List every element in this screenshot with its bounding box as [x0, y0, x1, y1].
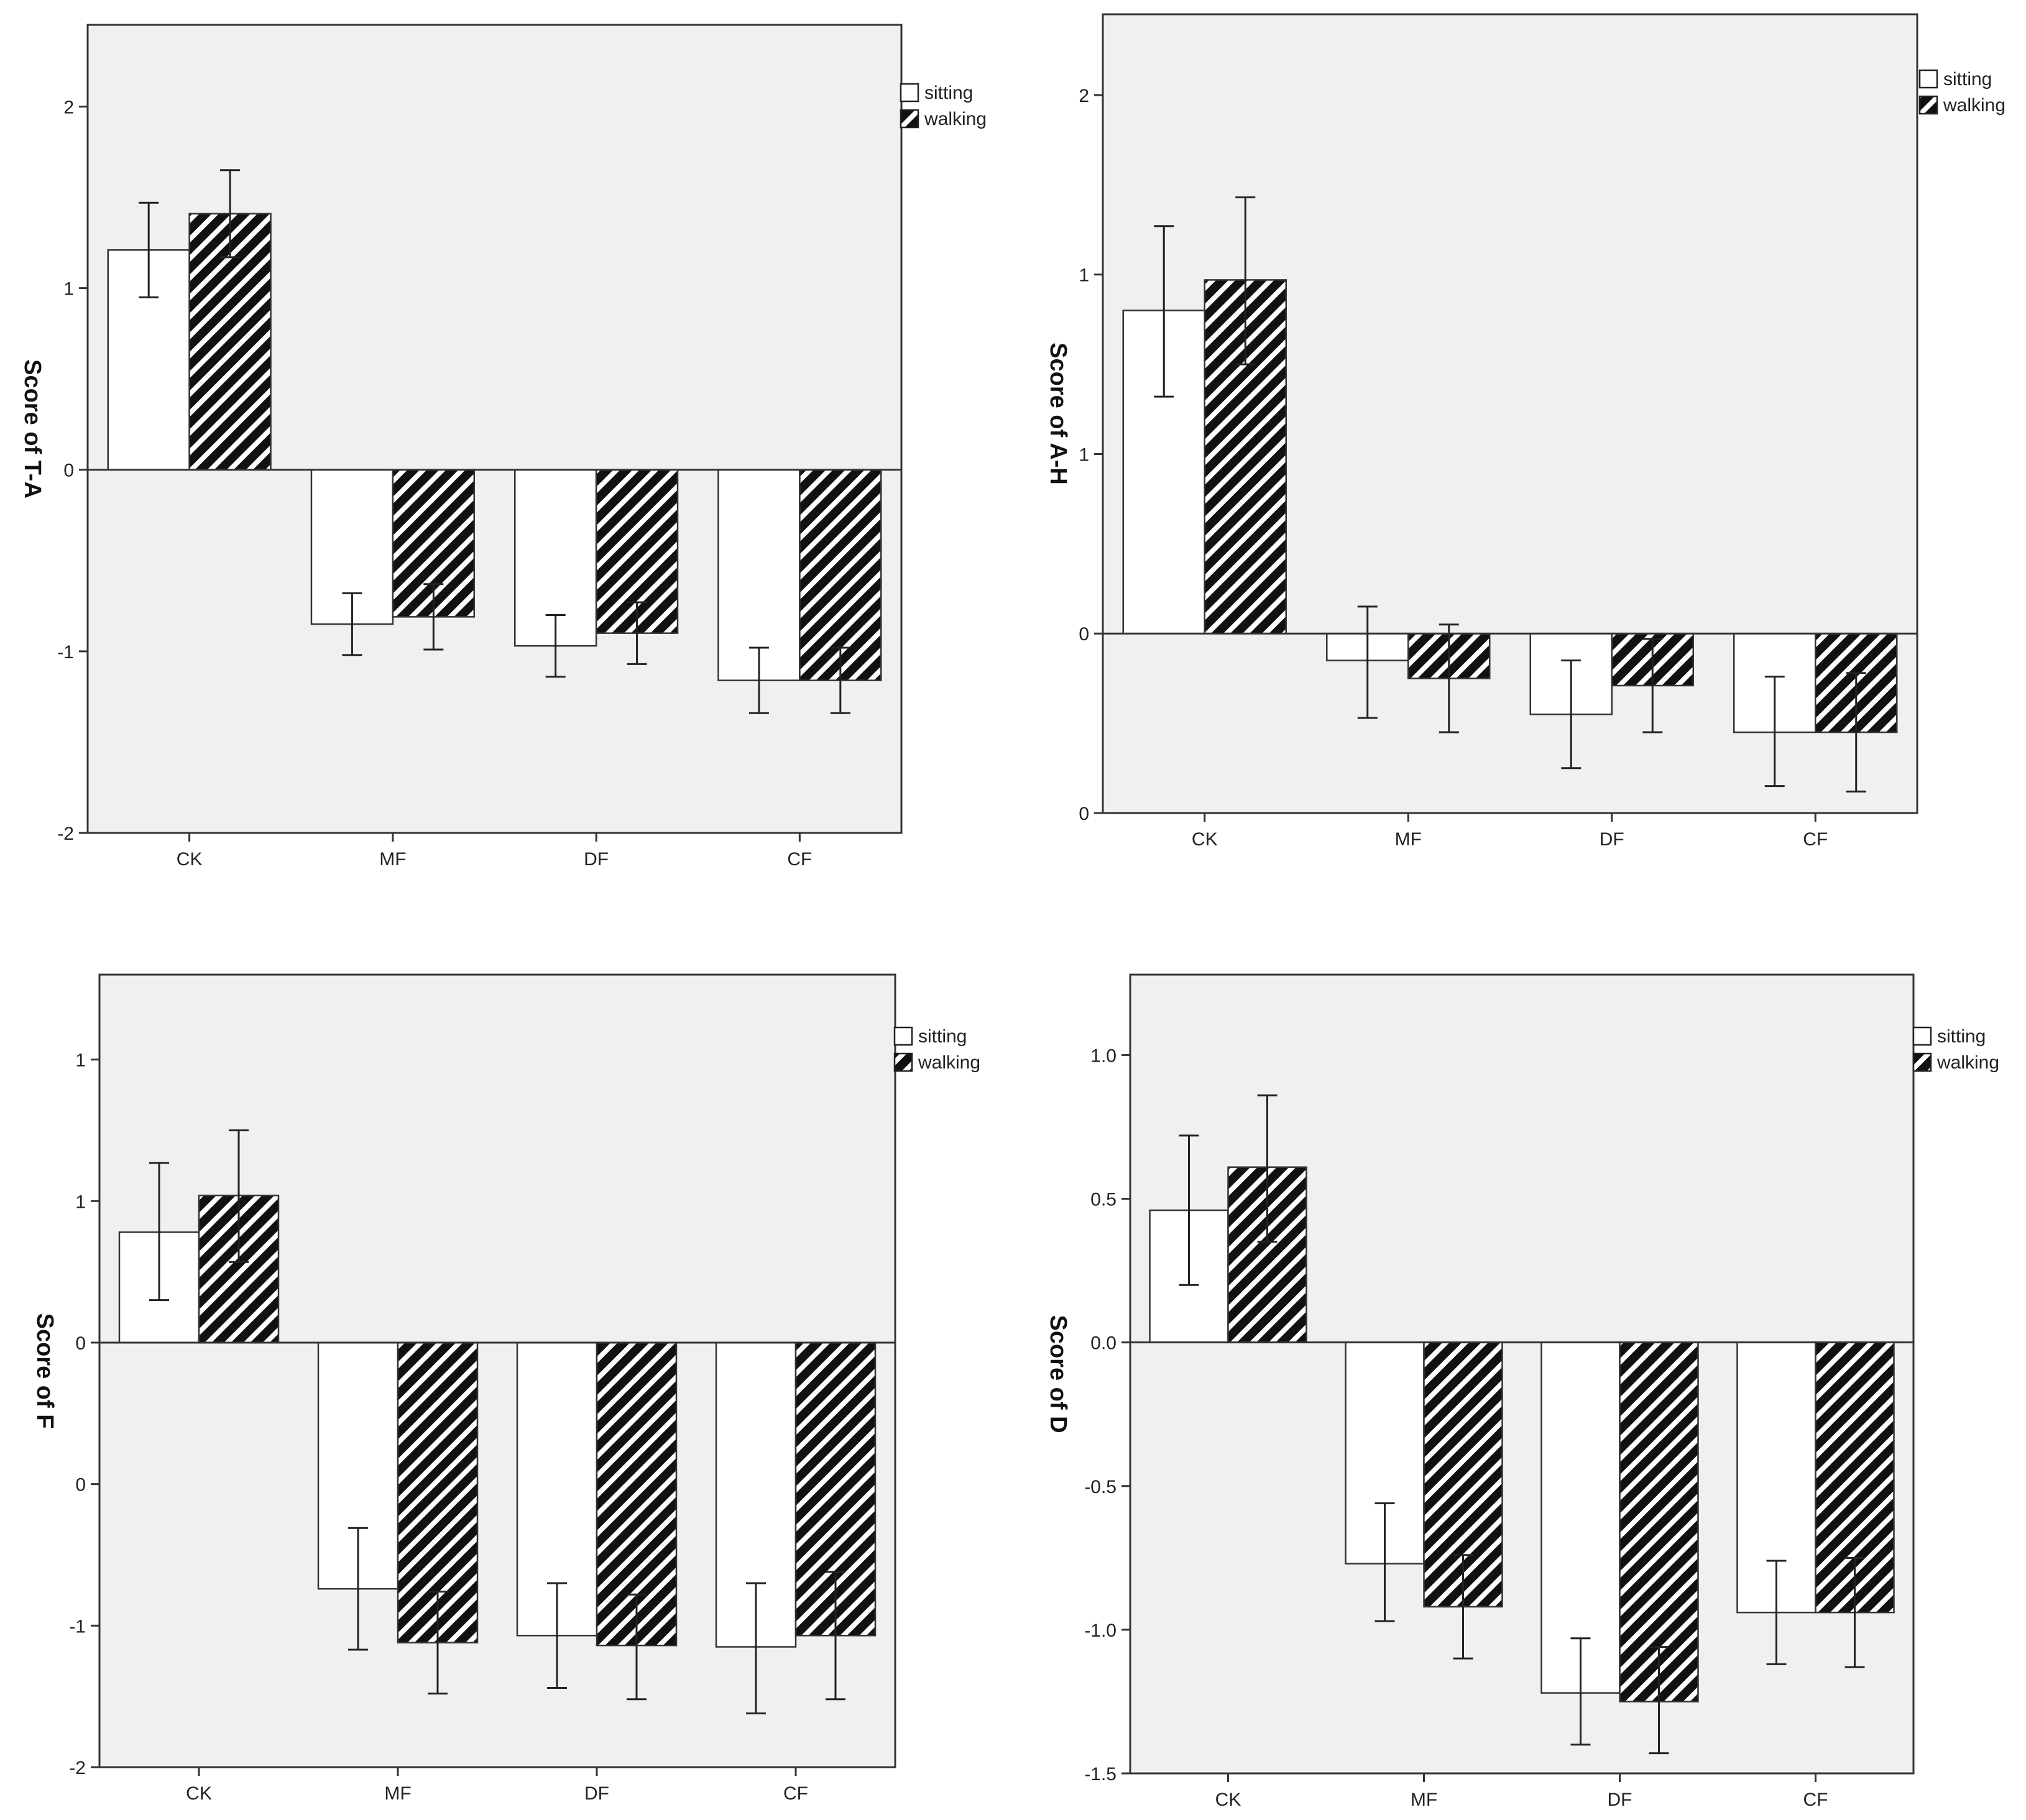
panel-score-f: 1 1 0 0 -1 -2 Score of F CK MF DF CF sitting walking: [32, 973, 980, 1804]
panel-score-t-a: 2 1 0 -1 -2 Score of T-A CK MF DF CF sitting walkin…: [19, 24, 987, 870]
legend-label-sitting: sitting: [924, 83, 973, 103]
x-tick-label: CF: [787, 849, 812, 870]
y-tick-label: 1: [1079, 444, 1089, 465]
x-tick-label: DF: [584, 849, 609, 870]
x-tick-label: MF: [379, 849, 406, 870]
legend-label-walking: walking: [918, 1052, 980, 1073]
legend-swatch-sitting: [900, 83, 919, 103]
y-tick-label: 0: [63, 461, 74, 481]
bar-walking: [596, 1341, 678, 1647]
x-tick-label: CF: [783, 1783, 808, 1804]
legend-swatch-walking: [900, 109, 919, 129]
legend-label-walking: walking: [1936, 1052, 1999, 1073]
x-tick-label: CK: [186, 1783, 212, 1804]
y-tick-label: 1: [75, 1192, 86, 1212]
legend-swatch-walking: [1918, 95, 1938, 115]
x-tick-label: MF: [384, 1783, 411, 1804]
y-tick-label: -2: [69, 1758, 86, 1778]
bar-sitting: [1540, 1341, 1621, 1694]
y-tick-label: 0.0: [1090, 1333, 1117, 1354]
legend-label-sitting: sitting: [918, 1026, 967, 1047]
legend-label-walking: walking: [924, 109, 987, 129]
y-tick-label: 1: [63, 279, 74, 300]
y-axis-label: Score of A-H: [1045, 342, 1071, 485]
x-tick-label: CF: [1803, 829, 1828, 850]
bar-walking: [1619, 1341, 1699, 1703]
panel-score-d: 1.0 0.5 0.0 -0.5 -1.0 -1.5 Score of D CK MF DF CF s…: [1045, 973, 1999, 1810]
y-tick-label: 2: [1079, 86, 1089, 106]
y-tick-label: 2: [63, 97, 74, 117]
x-tick-label: CK: [1192, 829, 1218, 850]
panel-score-a-h: 2 1 1 0 0 Score of A-H CK MF DF CF sitting walking: [1045, 13, 2005, 850]
y-tick-label: 0.5: [1090, 1190, 1117, 1210]
y-tick-label: -1.0: [1084, 1620, 1117, 1641]
y-axis-label: Score of D: [1045, 1315, 1071, 1433]
y-axis-label: Score of T-A: [19, 359, 45, 499]
x-tick-label: DF: [1608, 1790, 1632, 1810]
legend-swatch-walking: [893, 1052, 913, 1072]
y-tick-label: -0.5: [1084, 1477, 1117, 1497]
y-tick-label: -1: [69, 1616, 86, 1637]
y-tick-label: 0: [75, 1475, 86, 1496]
x-tick-label: CK: [177, 849, 203, 870]
legend-label-sitting: sitting: [1943, 69, 1992, 90]
bar-sitting: [717, 469, 801, 681]
x-tick-label: DF: [1600, 829, 1624, 850]
y-tick-label: 1: [1079, 265, 1089, 286]
y-tick-label: -2: [57, 824, 74, 844]
x-tick-label: DF: [584, 1783, 609, 1804]
legend-label-sitting: sitting: [1937, 1026, 1986, 1047]
legend-swatch-walking: [1912, 1052, 1932, 1072]
legend-swatch-sitting: [1918, 69, 1938, 89]
y-tick-label: 0: [1079, 624, 1089, 645]
bar-walking: [799, 469, 882, 681]
x-tick-label: MF: [1395, 829, 1422, 850]
y-tick-label: -1: [57, 642, 74, 663]
x-tick-label: MF: [1411, 1790, 1437, 1810]
x-tick-label: CK: [1215, 1790, 1241, 1810]
y-tick-label: 0: [1079, 804, 1089, 824]
y-tick-label: -1.5: [1084, 1764, 1117, 1785]
legend-swatch-sitting: [1912, 1026, 1932, 1046]
x-tick-label: CF: [1803, 1790, 1828, 1810]
y-tick-label: 1.0: [1090, 1046, 1117, 1066]
y-tick-label: 1: [75, 1050, 86, 1071]
y-tick-label: 0: [75, 1333, 86, 1354]
legend-swatch-sitting: [893, 1026, 913, 1046]
legend-label-walking: walking: [1943, 95, 2005, 116]
y-axis-label: Score of F: [32, 1313, 58, 1429]
